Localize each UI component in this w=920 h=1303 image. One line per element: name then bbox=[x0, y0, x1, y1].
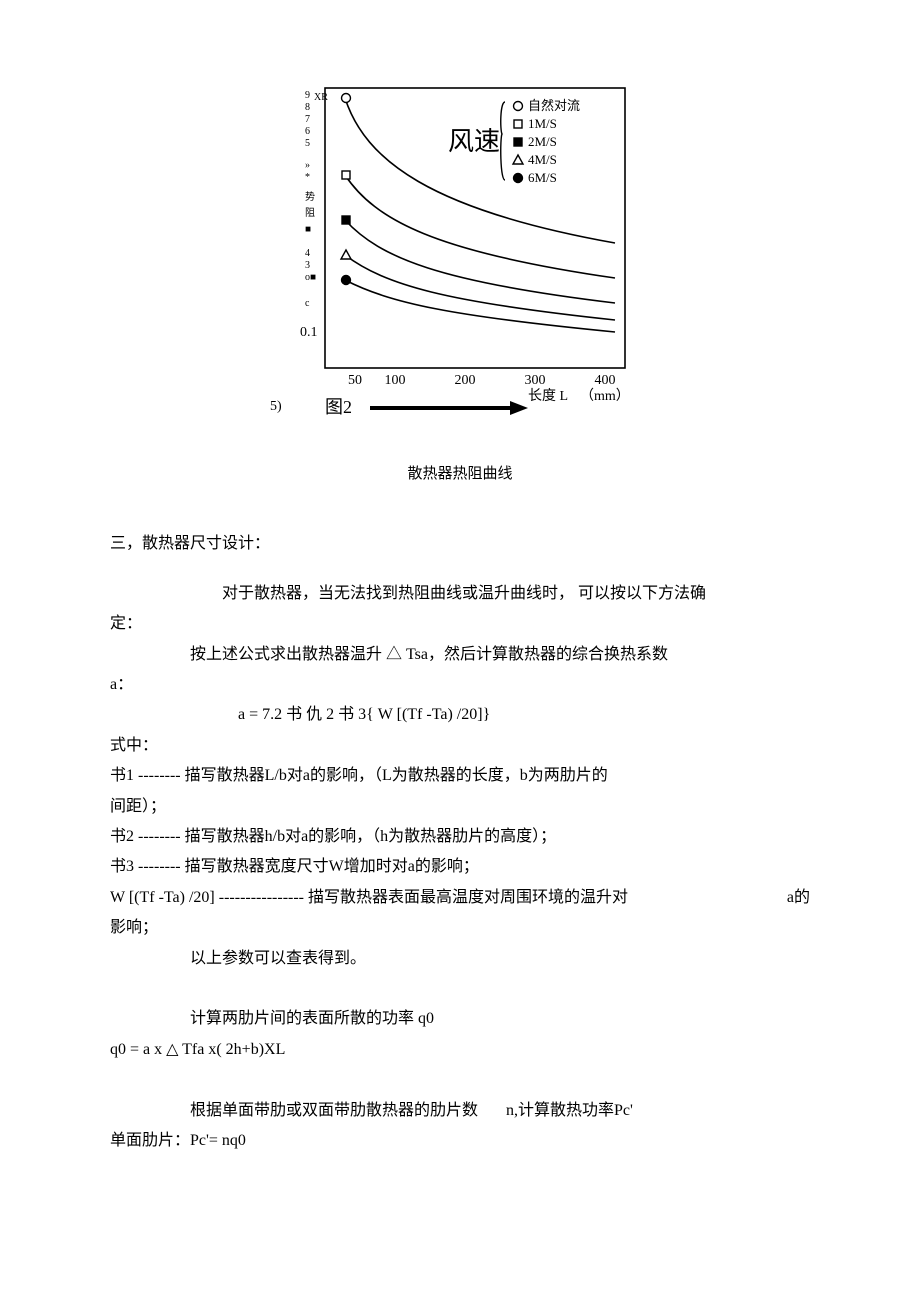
para-2b: a： bbox=[110, 670, 810, 700]
svg-text:3: 3 bbox=[305, 260, 310, 271]
document-page: 9 8 7 6 5 » * 势 阻 ■ 4 3 o■ c XR 0.1 50 10… bbox=[0, 0, 920, 1236]
para-3: 式中： bbox=[110, 731, 810, 761]
line-w-b: a的 bbox=[787, 883, 810, 913]
legend-label: 2M/S bbox=[528, 134, 557, 149]
para-4: 以上参数可以查表得到。 bbox=[110, 944, 810, 974]
x-tick-label: 50 bbox=[348, 373, 362, 388]
svg-text:6: 6 bbox=[305, 126, 310, 137]
legend-item: 2M/S bbox=[514, 134, 557, 149]
x-ticks: 50 100 200 300 400 bbox=[348, 373, 616, 388]
line-w-c: 影响； bbox=[110, 913, 810, 943]
para-6: 根据单面带肋或双面带肋散热器的肋片数 n,计算散热功率Pc' bbox=[110, 1096, 810, 1126]
legend-label: 自然对流 bbox=[528, 98, 580, 113]
line-phi1b: 间距）； bbox=[110, 792, 810, 822]
x-axis-arrow-head bbox=[510, 401, 528, 415]
thermal-resistance-chart: 9 8 7 6 5 » * 势 阻 ■ 4 3 o■ c XR 0.1 50 10… bbox=[270, 80, 650, 430]
formula-a: a = 7.2 书 仇 2 书 3{ W [(Tf -Ta) /20]} bbox=[110, 700, 810, 730]
legend-brace bbox=[501, 102, 505, 180]
y-extra-label: 9 bbox=[305, 90, 310, 101]
svg-text:»: » bbox=[305, 160, 310, 171]
x-axis-label: 长度 L bbox=[528, 388, 568, 404]
x-tick-label: 300 bbox=[525, 373, 546, 388]
legend: 风速 自然对流 1M/S 2M/S 4M/S 6M/S bbox=[448, 98, 580, 185]
section-title: 三，散热器尺寸设计： bbox=[110, 529, 810, 559]
legend-item: 1M/S bbox=[514, 116, 557, 131]
svg-text:8: 8 bbox=[305, 102, 310, 113]
para-2: 按上述公式求出散热器温升 △ Tsa，然后计算散热器的综合换热系数 bbox=[110, 640, 810, 670]
legend-label: 6M/S bbox=[528, 170, 557, 185]
curve bbox=[345, 220, 615, 303]
legend-label: 1M/S bbox=[528, 116, 557, 131]
svg-text:阻: 阻 bbox=[305, 207, 315, 219]
svg-text:7: 7 bbox=[305, 114, 310, 125]
legend-item: 4M/S bbox=[513, 152, 557, 167]
series-marker bbox=[341, 250, 351, 259]
series-marker bbox=[342, 171, 350, 179]
legend-title: 风速 bbox=[448, 127, 500, 156]
legend-label: 4M/S bbox=[528, 152, 557, 167]
para-5: 计算两肋片间的表面所散的功率 q0 bbox=[110, 1004, 810, 1034]
figure-label-left: 5) bbox=[270, 399, 282, 414]
svg-text:5: 5 bbox=[305, 138, 310, 149]
markers-group bbox=[341, 94, 351, 285]
line-w: W [(Tf -Ta) /20] ---------------- 描写散热器表… bbox=[110, 883, 810, 913]
legend-item: 6M/S bbox=[514, 170, 557, 185]
legend-marker-icon bbox=[514, 120, 522, 128]
chart-svg: 9 8 7 6 5 » * 势 阻 ■ 4 3 o■ c XR 0.1 50 10… bbox=[270, 80, 650, 430]
legend-marker-icon bbox=[514, 102, 523, 111]
figure-label: 图2 bbox=[325, 397, 352, 417]
legend-marker-icon bbox=[514, 138, 522, 146]
x-tick-label: 400 bbox=[595, 373, 616, 388]
line-phi3: 书3 -------- 描写散热器宽度尺寸W增加时对a的影响； bbox=[110, 852, 810, 882]
svg-text:c: c bbox=[305, 298, 310, 309]
line-phi1: 书1 -------- 描写散热器L/b对a的影响，（L为散热器的长度，b为两肋… bbox=[110, 761, 810, 791]
svg-text:XR: XR bbox=[314, 92, 328, 103]
x-tick-label: 200 bbox=[455, 373, 476, 388]
para-7: 单面肋片：Pc'= nq0 bbox=[110, 1126, 810, 1156]
para-1b: 定： bbox=[110, 609, 810, 639]
chart-caption: 散热器热阻曲线 bbox=[110, 460, 810, 489]
curve bbox=[345, 175, 615, 278]
svg-text:势: 势 bbox=[305, 190, 315, 203]
line-w-a: W [(Tf -Ta) /20] ---------------- 描写散热器表… bbox=[110, 889, 628, 906]
svg-text:*: * bbox=[305, 172, 310, 183]
svg-text:■: ■ bbox=[305, 224, 311, 235]
series-marker bbox=[342, 276, 351, 285]
para-1: 对于散热器，当无法找到热阻曲线或温升曲线时， 可以按以下方法确 bbox=[110, 579, 810, 609]
svg-text:4: 4 bbox=[305, 248, 310, 259]
y-tick-0.1: 0.1 bbox=[300, 325, 318, 340]
svg-text:o■: o■ bbox=[305, 272, 316, 283]
legend-item: 自然对流 bbox=[514, 98, 581, 113]
legend-items: 自然对流 1M/S 2M/S 4M/S 6M/S bbox=[513, 98, 580, 185]
curve bbox=[345, 255, 615, 320]
series-marker bbox=[342, 94, 351, 103]
eq-q0: q0 = a x △ Tfa x( 2h+b)XL bbox=[110, 1035, 810, 1065]
x-tick-label: 100 bbox=[385, 373, 406, 388]
curve bbox=[345, 280, 615, 332]
line-phi2: 书2 -------- 描写散热器h/b对a的影响，（h为散热器肋片的高度）； bbox=[110, 822, 810, 852]
x-axis-unit: （mm） bbox=[580, 388, 630, 404]
series-marker bbox=[342, 216, 350, 224]
curve bbox=[345, 98, 615, 243]
legend-marker-icon bbox=[513, 155, 523, 164]
legend-marker-icon bbox=[514, 174, 523, 183]
